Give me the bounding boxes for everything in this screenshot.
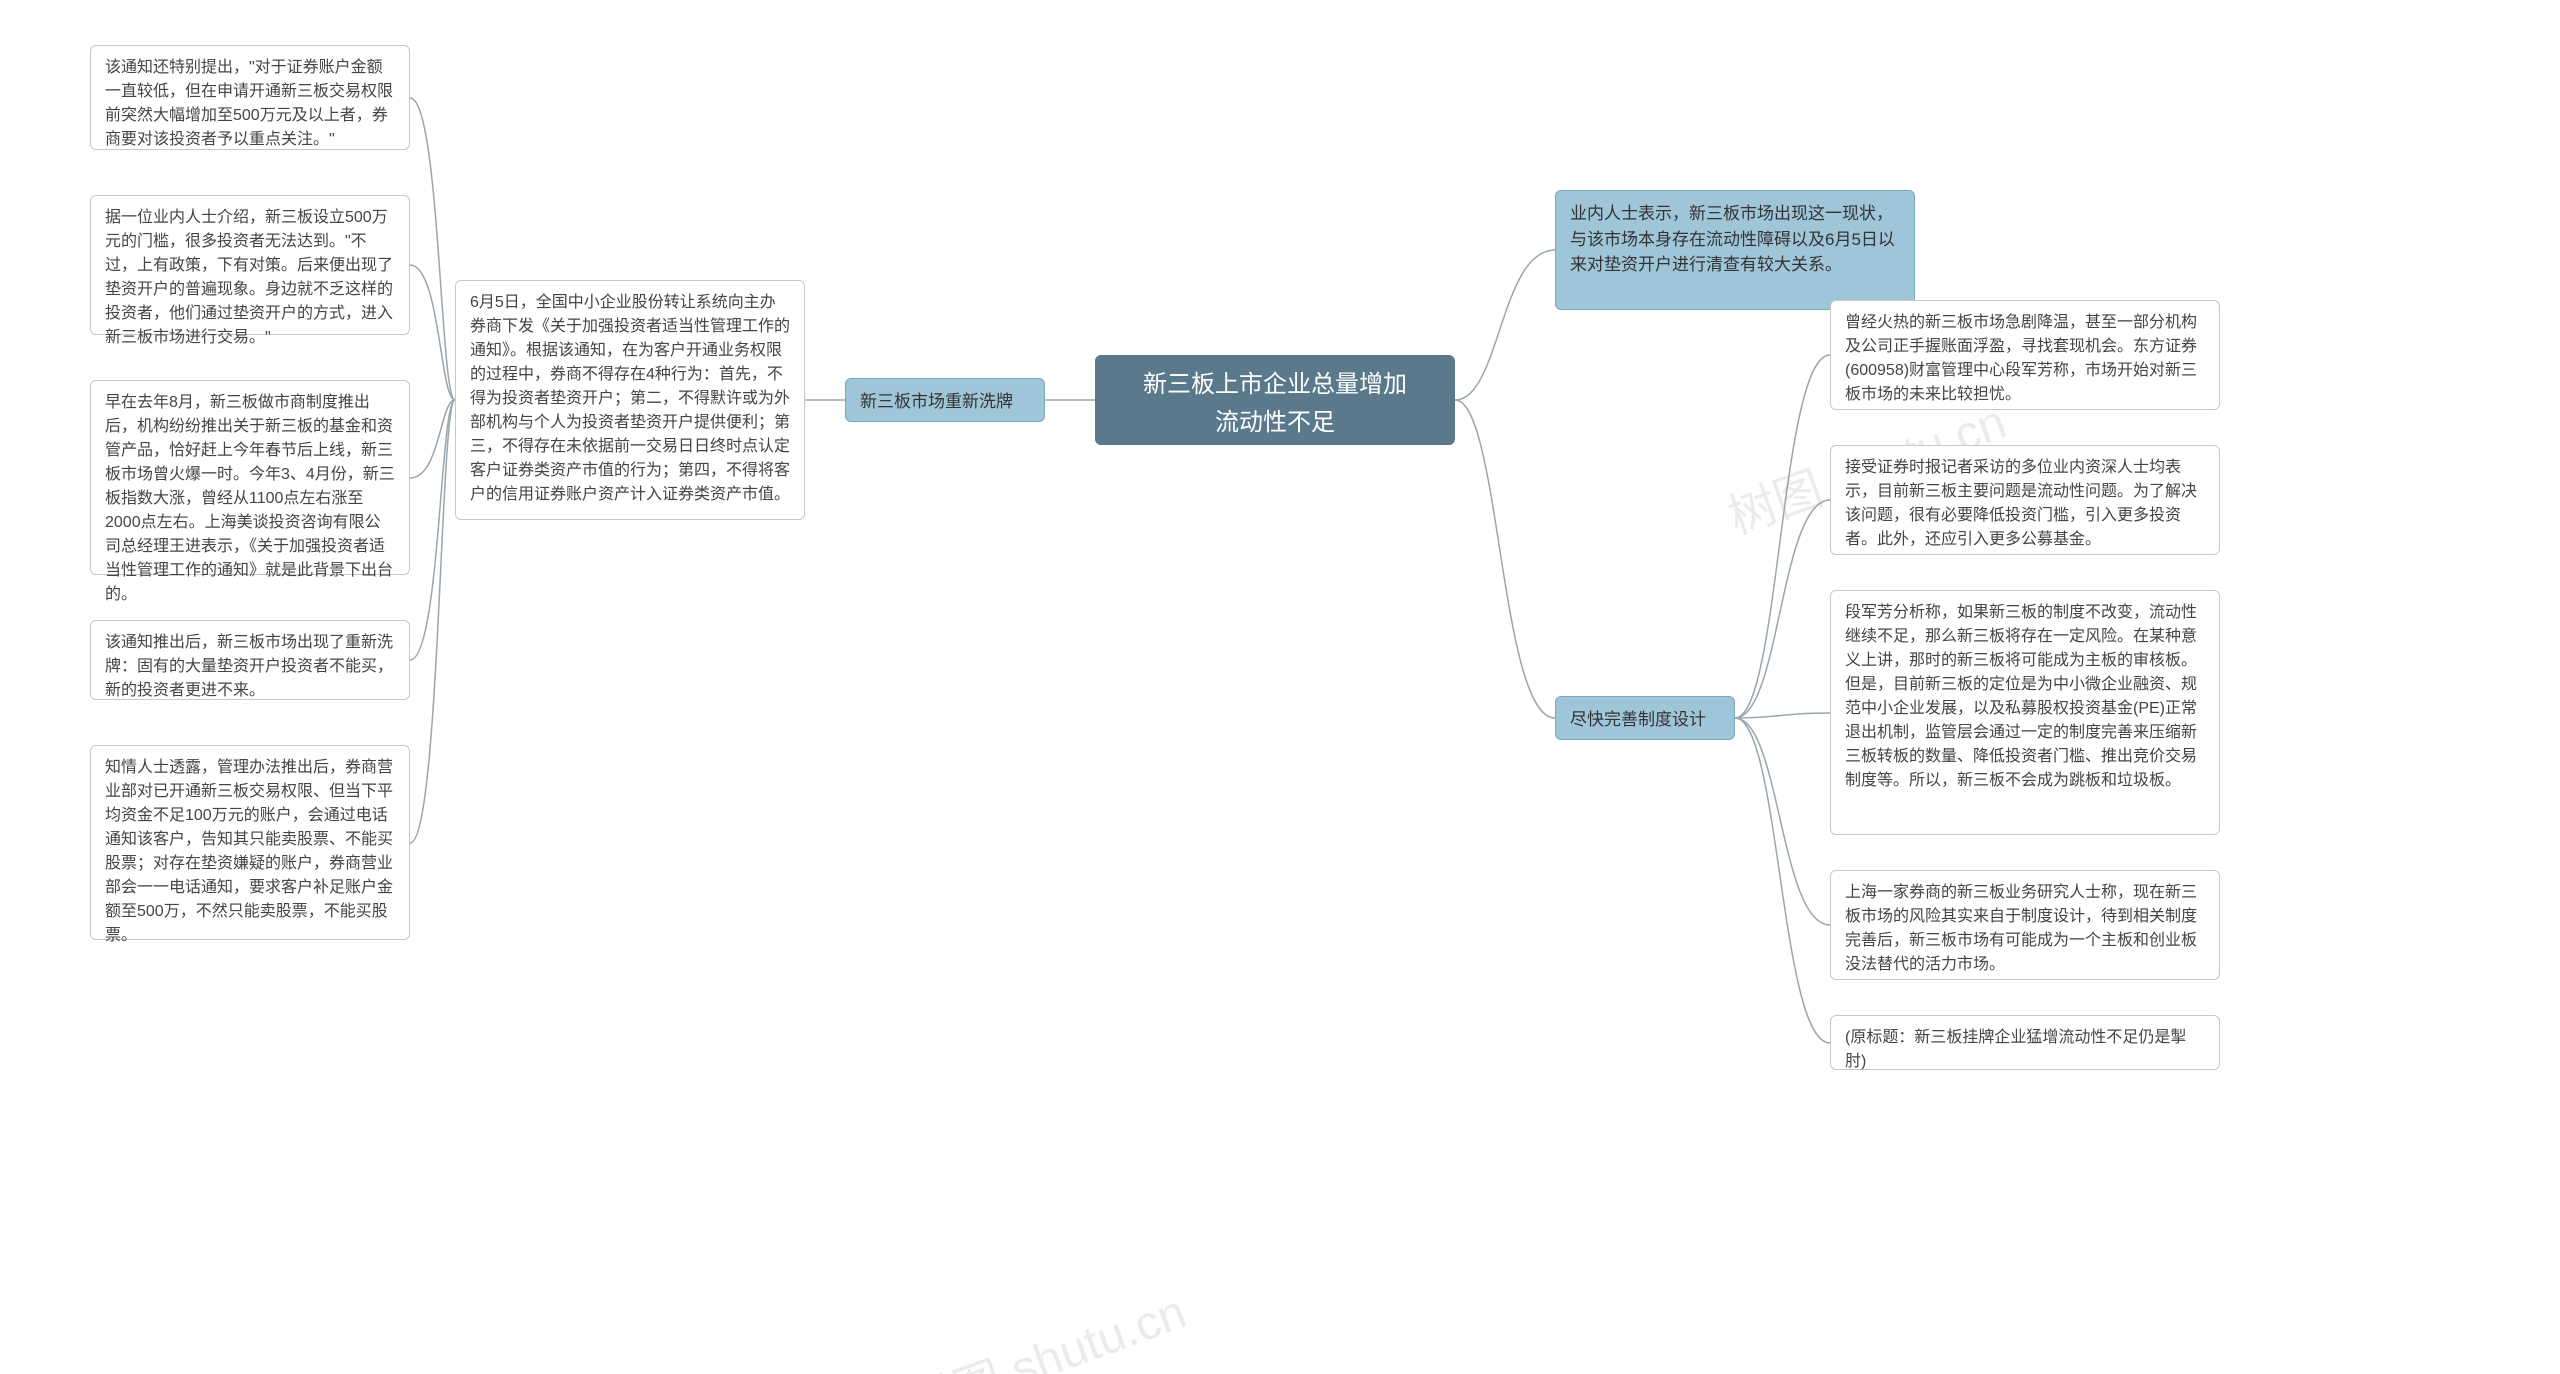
- left-sub: 6月5日，全国中小企业股份转让系统向主办券商下发《关于加强投资者适当性管理工作的…: [455, 280, 805, 520]
- right-branch: 尽快完善制度设计: [1555, 696, 1735, 740]
- right-leaf-2: 段军芳分析称，如果新三板的制度不改变，流动性继续不足，那么新三板将存在一定风险。…: [1830, 590, 2220, 835]
- right-leaf-3: 上海一家券商的新三板业务研究人士称，现在新三板市场的风险其实来自于制度设计，待到…: [1830, 870, 2220, 980]
- root-node: 新三板上市企业总量增加 流动性不足: [1095, 355, 1455, 445]
- right-leaf-1: 接受证券时报记者采访的多位业内资深人士均表示，目前新三板主要问题是流动性问题。为…: [1830, 445, 2220, 555]
- left-leaf-2: 早在去年8月，新三板做市商制度推出后，机构纷纷推出关于新三板的基金和资管产品，恰…: [90, 380, 410, 575]
- root-line1: 新三板上市企业总量增加: [1143, 371, 1407, 398]
- watermark: 树图 shutu.cn: [897, 1272, 1194, 1374]
- left-leaf-1: 据一位业内人士介绍，新三板设立500万元的门槛，很多投资者无法达到。"不过，上有…: [90, 195, 410, 335]
- left-branch: 新三板市场重新洗牌: [845, 378, 1045, 422]
- left-leaf-0: 该通知还特别提出，"对于证券账户金额一直较低，但在申请开通新三板交易权限前突然大…: [90, 45, 410, 150]
- root-line2: 流动性不足: [1215, 409, 1335, 436]
- left-leaf-3: 该通知推出后，新三板市场出现了重新洗牌：固有的大量垫资开户投资者不能买，新的投资…: [90, 620, 410, 700]
- right-leaf-4: (原标题：新三板挂牌企业猛增流动性不足仍是掣肘): [1830, 1015, 2220, 1070]
- right-top: 业内人士表示，新三板市场出现这一现状，与该市场本身存在流动性障碍以及6月5日以来…: [1555, 190, 1915, 310]
- left-leaf-4: 知情人士透露，管理办法推出后，券商营业部对已开通新三板交易权限、但当下平均资金不…: [90, 745, 410, 940]
- right-leaf-0: 曾经火热的新三板市场急剧降温，甚至一部分机构及公司正手握账面浮盈，寻找套现机会。…: [1830, 300, 2220, 410]
